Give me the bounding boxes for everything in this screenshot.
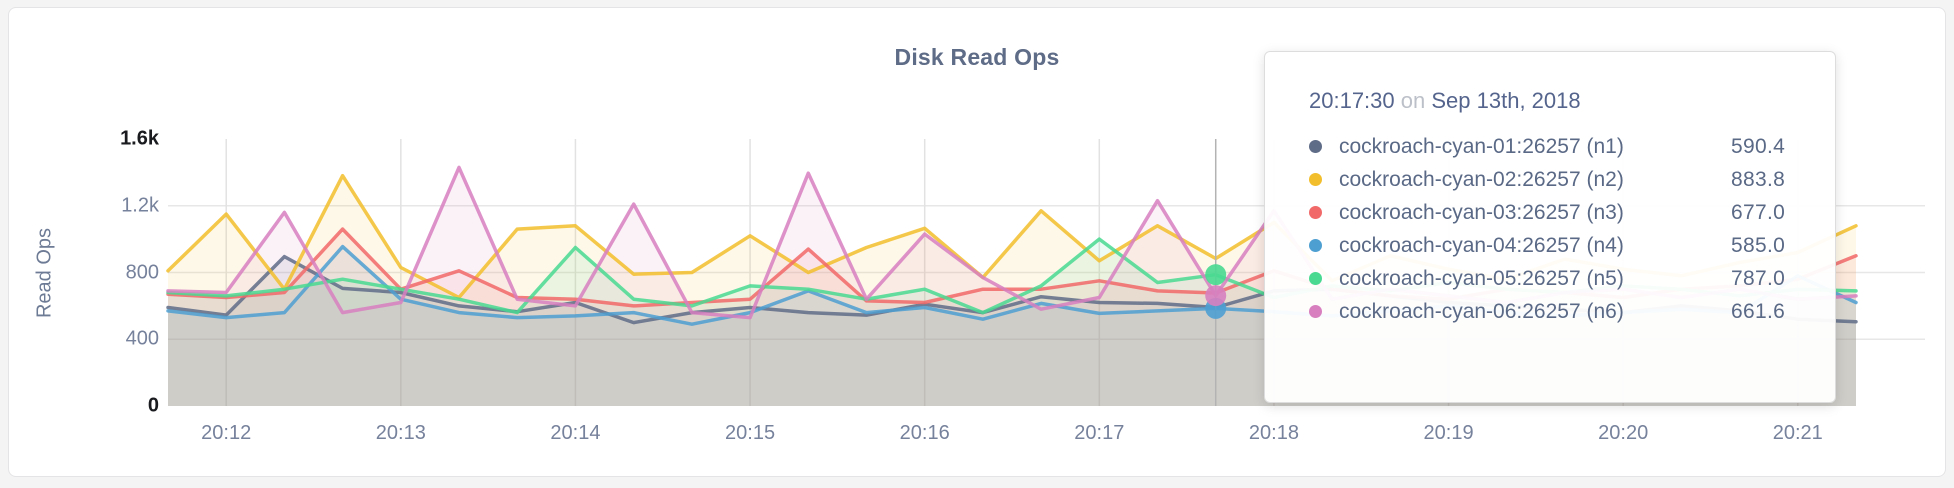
series-color-dot-icon [1309,305,1322,318]
series-color-dot-icon [1309,272,1322,285]
y-tick-label: 1.2k [121,194,159,217]
tooltip-series-label: cockroach-cyan-05:26257 (n5) [1339,266,1624,290]
tooltip-row: cockroach-cyan-06:26257 (n6) 661.6 [1309,295,1805,328]
x-tick-label: 20:19 [1423,422,1474,444]
tooltip-series-label: cockroach-cyan-06:26257 (n6) [1339,299,1624,323]
tooltip-series-label: cockroach-cyan-02:26257 (n2) [1339,167,1624,191]
x-tick-label: 20:14 [550,422,601,444]
tooltip-series-value: 661.6 [1731,299,1786,323]
tooltip-series-label: cockroach-cyan-01:26257 (n1) [1339,134,1624,158]
tooltip-row: cockroach-cyan-04:26257 (n4) 585.0 [1309,229,1805,262]
tooltip-series-value: 585.0 [1731,233,1786,257]
chart-title: Disk Read Ops [894,44,1060,70]
tooltip-rows: cockroach-cyan-01:26257 (n1) 590.4 cockroa… [1309,130,1805,328]
tooltip-row: cockroach-cyan-03:26257 (n3) 677.0 [1309,196,1805,229]
series-color-dot-icon [1309,206,1322,219]
tooltip-header: 20:17:30 on Sep 13th, 2018 [1309,88,1805,114]
series-color-dot-icon [1309,173,1322,186]
x-tick-label: 20:21 [1772,422,1823,444]
hover-tooltip: 20:17:30 on Sep 13th, 2018 cockroach-cya… [1264,51,1836,403]
y-tick-label: 400 [125,327,159,350]
tooltip-row: cockroach-cyan-01:26257 (n1) 590.4 [1309,130,1805,163]
series-color-dot-icon [1309,239,1322,252]
x-tick-label: 20:17 [1074,422,1125,444]
chart-card: Disk Read Ops Read Ops 20:12 20:13 20:14 20… [8,7,1946,477]
tooltip-series-value: 883.8 [1731,167,1786,191]
tooltip-series-value: 590.4 [1731,134,1786,158]
x-tick-label: 20:12 [201,422,252,444]
x-tick-label: 20:16 [899,422,950,444]
tooltip-time: 20:17:30 [1309,88,1395,113]
hover-dot-n5 [1205,264,1227,286]
y-tick-label: 800 [125,261,159,283]
x-tick-label: 20:15 [725,422,776,444]
tooltip-separator: on [1400,88,1426,113]
x-tick-label: 20:20 [1598,422,1649,444]
tooltip-series-value: 677.0 [1731,200,1786,224]
hover-dot-n6 [1205,285,1227,307]
series-color-dot-icon [1309,140,1322,153]
tooltip-row: cockroach-cyan-02:26257 (n2) 883.8 [1309,163,1805,196]
y-tick-label: 0 [147,394,159,417]
tooltip-series-label: cockroach-cyan-03:26257 (n3) [1339,200,1624,224]
tooltip-row: cockroach-cyan-05:26257 (n5) 787.0 [1309,262,1805,295]
x-tick-label: 20:13 [375,422,426,444]
tooltip-series-value: 787.0 [1731,266,1786,290]
y-tick-label: 1.6k [120,127,159,150]
x-tick-label: 20:18 [1248,422,1299,444]
tooltip-series-label: cockroach-cyan-04:26257 (n4) [1339,233,1624,257]
tooltip-date: Sep 13th, 2018 [1431,88,1581,113]
